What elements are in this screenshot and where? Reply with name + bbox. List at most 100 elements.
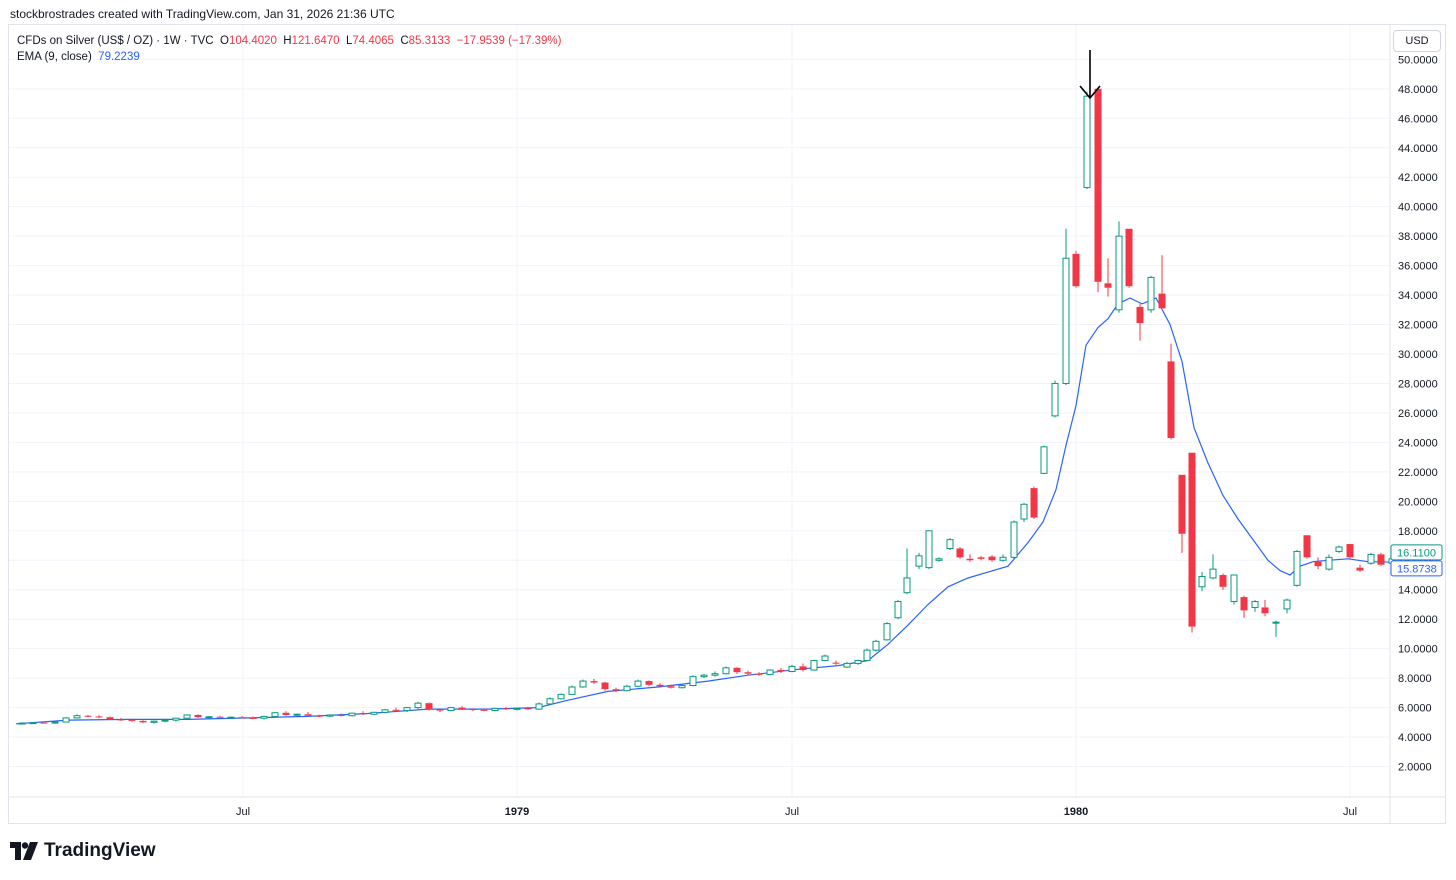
candle-up [1230,574,1238,605]
candle-up [1272,620,1280,637]
candle-up [915,552,923,570]
candle-up [711,671,719,677]
tradingview-logo[interactable]: TradingView [10,840,156,862]
candle-body [1251,601,1259,608]
candle-down [392,707,400,712]
candle-body [491,707,499,712]
candle-down [95,715,103,719]
candle-up [1040,445,1048,475]
candle-body [988,556,996,561]
y-tick-label: 14.0000 [1398,585,1438,597]
candle-body [40,722,48,724]
y-tick-label: 8.0000 [1398,673,1432,685]
y-tick-label: 30.0000 [1398,349,1438,361]
candle-up [29,722,37,725]
candle-up [150,720,158,724]
ema-line [15,297,1395,725]
candle-up [1020,502,1028,522]
candle-down [1178,474,1186,553]
candle-body [977,557,985,559]
ema-line-layer [15,297,1395,725]
y-tick-label: 42.0000 [1398,172,1438,184]
candle-body [966,558,974,561]
candle-body [1283,599,1291,610]
candle-up [183,714,191,720]
candle-body [863,649,871,661]
candle-body [1147,276,1155,311]
candle-body [700,674,708,678]
candle-body [392,709,400,711]
candle-body [425,703,433,710]
candle-up [557,693,565,700]
candle-down [977,555,985,561]
candle-body [249,717,257,719]
candle-up [293,713,301,717]
candle-body [1293,550,1301,586]
candle-down [194,714,202,718]
candle-up [1367,552,1375,565]
logo-text: TradingView [44,840,156,861]
ema-legend-row[interactable]: EMA (9, close) 79.2239 [17,49,561,65]
candle-up [568,685,576,696]
x-axis: Jul 1979 Jul 1980 Jul [236,806,1357,818]
candle-down [667,684,675,689]
candle-body [843,662,851,668]
symbol-legend-row[interactable]: CFDs on Silver (US$ / OZ) · 1W · TVC O10… [17,33,561,49]
candle-up [766,669,774,676]
candle-body [1261,607,1269,614]
candle-up [999,554,1007,562]
candle-up [73,714,81,719]
candle-up [62,717,70,723]
candle-up [1083,91,1091,190]
candle-down [282,711,290,716]
candle-down [1240,595,1248,618]
candle-up [1062,228,1070,385]
candle-down [304,712,312,717]
candle-body [678,685,686,689]
candle-body [1010,521,1018,558]
candle-up [925,530,933,570]
candle-up [161,719,169,723]
candle-up [51,721,59,724]
candle-body [337,714,345,716]
symbol-name: CFDs on Silver (US$ / OZ) · 1W · TVC [17,35,214,47]
candle-body [348,712,356,717]
tradingview-logo-icon [10,842,38,860]
candle-body [315,715,323,717]
candle-down [733,667,741,674]
y-tick-label: 12.0000 [1398,614,1438,626]
candle-body [1136,306,1144,324]
candle-down [601,681,609,691]
candle-body [872,640,880,651]
candle-body [612,689,620,691]
candle-down [645,680,653,687]
candle-up [634,679,642,687]
candle-body [1314,561,1322,567]
candle-body [1104,283,1112,288]
candle-up [1115,221,1123,313]
candle-body [95,716,103,718]
candle-down [988,555,996,562]
y-tick-label: 44.0000 [1398,143,1438,155]
candle-up [513,707,521,711]
x-tick-label: Jul [1343,806,1357,818]
candles-layer [18,87,1396,725]
candle-body [925,530,933,569]
candle-down [1188,452,1196,633]
y-tick-label: 28.0000 [1398,378,1438,390]
y-axis: 2.0000 4.0000 6.0000 8.0000 10.0000 12.0000 14… [1398,54,1438,773]
candle-down [1030,486,1038,520]
x-tick-label: Jul [236,806,250,818]
candle-down [524,706,532,710]
currency-button[interactable]: USD [1393,30,1441,52]
y-tick-label: 38.0000 [1398,231,1438,243]
candle-body [370,711,378,715]
candle-up [227,716,235,719]
candle-body [293,713,301,716]
y-tick-label: 32.0000 [1398,320,1438,332]
candle-body [601,682,609,690]
candle-up [722,666,730,675]
candle-body [799,666,807,671]
candle-body [359,713,367,715]
